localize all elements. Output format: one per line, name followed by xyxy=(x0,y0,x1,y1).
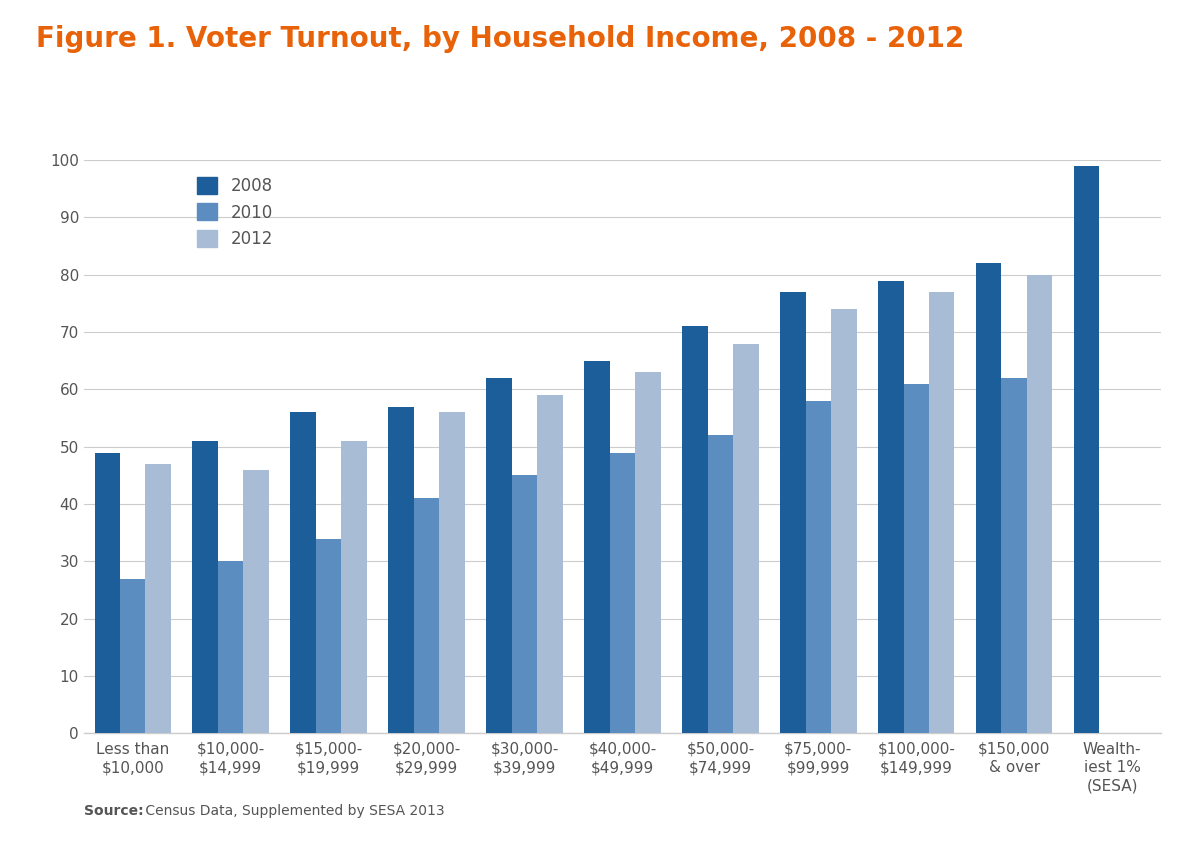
Text: Census Data, Supplemented by SESA 2013: Census Data, Supplemented by SESA 2013 xyxy=(141,803,445,818)
Bar xyxy=(1027,275,1052,733)
Bar xyxy=(388,406,414,733)
Legend: 2008, 2010, 2012: 2008, 2010, 2012 xyxy=(189,169,281,256)
Bar xyxy=(243,470,269,733)
Text: Figure 1. Voter Turnout, by Household Income, 2008 - 2012: Figure 1. Voter Turnout, by Household In… xyxy=(36,25,964,53)
Bar xyxy=(193,441,218,733)
Bar xyxy=(512,475,537,733)
Bar xyxy=(609,453,636,733)
Bar xyxy=(879,281,904,733)
Bar xyxy=(291,412,316,733)
Bar xyxy=(929,292,954,733)
Bar xyxy=(636,373,661,733)
Bar xyxy=(733,344,759,733)
Bar xyxy=(976,263,1002,733)
Bar xyxy=(831,309,857,733)
Bar xyxy=(341,441,366,733)
Bar xyxy=(316,539,341,733)
Bar xyxy=(707,435,733,733)
Bar xyxy=(486,378,512,733)
Bar xyxy=(439,412,464,733)
Text: Source:: Source: xyxy=(84,803,144,818)
Bar xyxy=(780,292,806,733)
Bar xyxy=(682,326,707,733)
Bar xyxy=(120,578,146,733)
Bar xyxy=(1074,166,1099,733)
Bar xyxy=(904,384,929,733)
Bar xyxy=(806,401,831,733)
Bar xyxy=(95,453,120,733)
Bar xyxy=(537,395,563,733)
Bar xyxy=(146,464,171,733)
Bar xyxy=(1002,378,1027,733)
Bar xyxy=(414,498,439,733)
Bar xyxy=(218,561,243,733)
Bar xyxy=(584,361,609,733)
